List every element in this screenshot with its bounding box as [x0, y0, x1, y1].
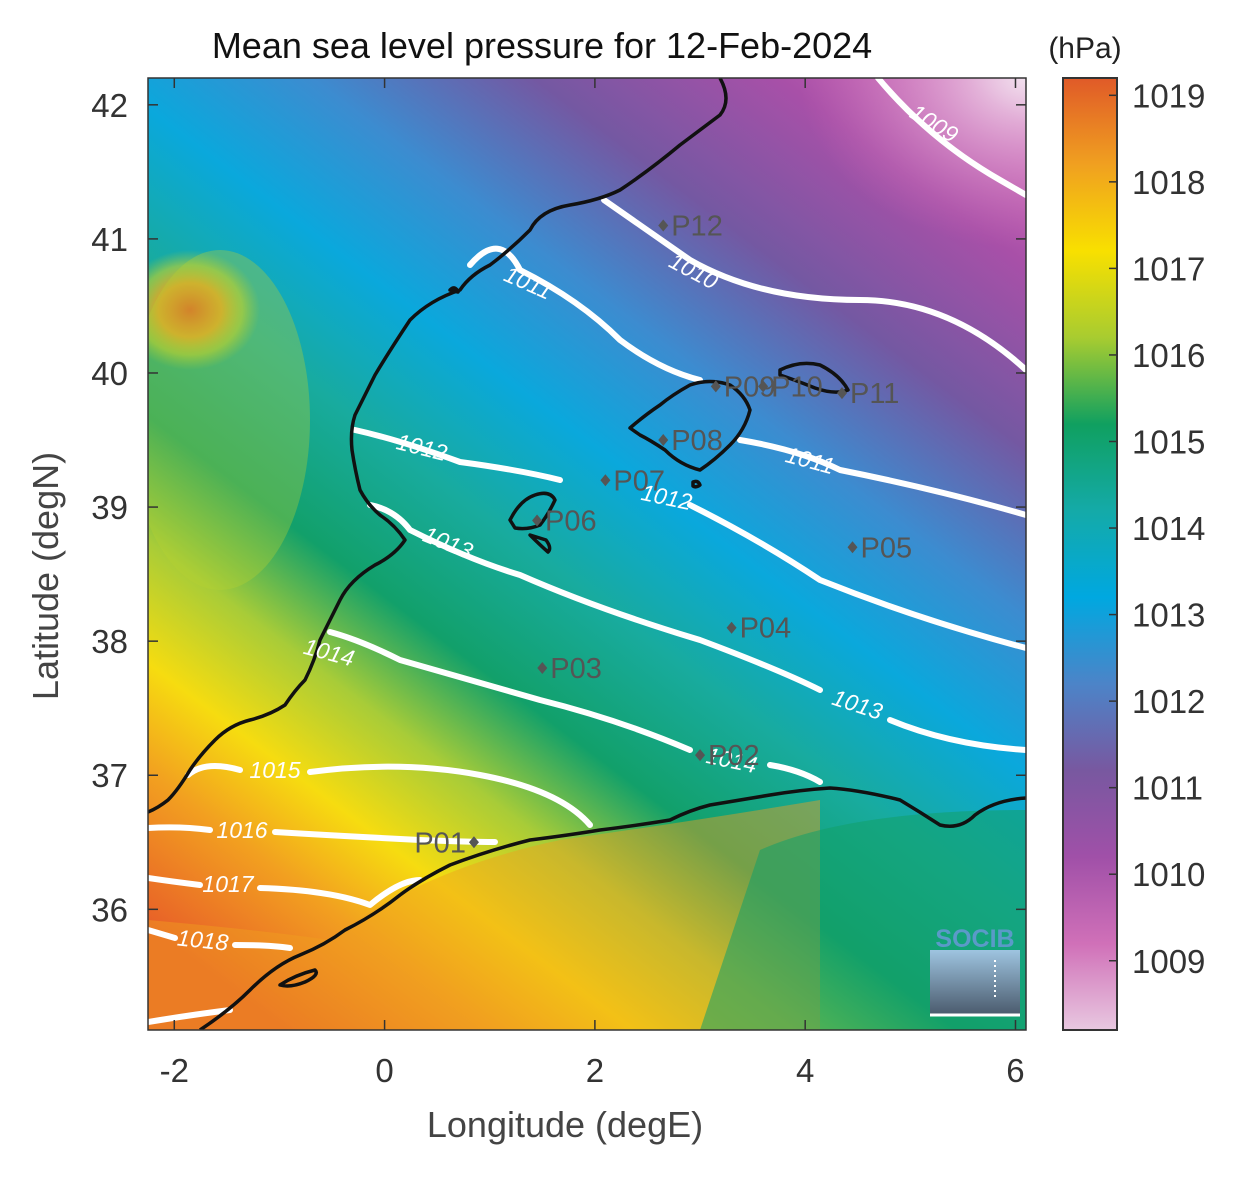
alboran-island-outline — [278, 968, 318, 988]
station-marker — [758, 380, 769, 393]
isobar-1011-south — [737, 437, 1026, 518]
y-tick-label: 40 — [91, 355, 128, 392]
colorbar-ticks: 1019 1018 1017 1016 1015 1014 1013 1012 1011 1010… — [1109, 77, 1205, 980]
africa-coastline — [199, 786, 1026, 1030]
y-axis-label: Latitude (degN) — [25, 452, 66, 700]
plot-frame — [147, 77, 1027, 1031]
station-label: P09 — [724, 371, 776, 403]
mallorca-outline — [628, 379, 752, 472]
isobars — [148, 78, 1026, 1025]
y-tick-label: 36 — [91, 891, 128, 928]
isobar-1012-north — [352, 427, 563, 483]
station-marker — [600, 474, 611, 487]
station-label: P02 — [708, 740, 760, 772]
map-title: Mean sea level pressure for 12-Feb-2024 — [212, 25, 872, 66]
colorbar-tick-label: 1015 — [1132, 423, 1205, 460]
colorbar-unit: (hPa) — [1048, 32, 1121, 65]
colorbar-tick-label: 1011 — [1132, 770, 1203, 807]
isobar-1018 — [148, 927, 293, 1025]
formentera-outline — [528, 533, 552, 554]
station-label: P07 — [613, 465, 665, 497]
isobar-label: 1018 — [176, 924, 230, 955]
isobar-1012-south — [687, 502, 1026, 651]
colorbar-tick-label: 1017 — [1132, 250, 1205, 287]
isobar-1010 — [601, 197, 1026, 373]
y-tick-label: 42 — [91, 87, 128, 124]
isobar-1017 — [148, 875, 423, 908]
station-marker — [468, 836, 479, 849]
columbretes-outline — [448, 286, 460, 294]
station-marker — [726, 621, 737, 634]
station-marker — [658, 434, 669, 447]
colorbar-tick-label: 1013 — [1132, 597, 1205, 634]
colorbar-tick-label: 1014 — [1132, 510, 1205, 547]
x-tick-label: 0 — [375, 1052, 393, 1089]
station-marker — [710, 380, 721, 393]
station-label: P04 — [740, 613, 792, 645]
station-label: P12 — [671, 210, 723, 242]
x-tick-label: 4 — [796, 1052, 814, 1089]
colorbar-tick-label: 1010 — [1132, 856, 1205, 893]
isobar-label: 1015 — [249, 757, 300, 783]
colorbar-tick-label: 1016 — [1132, 337, 1205, 374]
y-tick-label: 41 — [91, 221, 128, 258]
colorbar-tick-label: 1012 — [1132, 683, 1205, 720]
y-tick-label: 39 — [91, 489, 128, 526]
station-marker — [836, 387, 847, 400]
station-label: P05 — [861, 532, 913, 564]
station-label: P06 — [545, 505, 597, 537]
socib-logo-text: SOCIB — [935, 925, 1014, 953]
station-label: P01 — [414, 827, 466, 859]
isobar-1014-north — [327, 629, 693, 753]
isobar-1013-south — [887, 717, 1026, 753]
isobar-label: 1017 — [202, 871, 254, 897]
isobar-1015 — [185, 763, 593, 828]
x-tick-label: -2 — [160, 1052, 189, 1089]
x-tick-label: 6 — [1006, 1052, 1024, 1089]
colorbar-tick-label: 1019 — [1132, 77, 1205, 114]
colorbar: (hPa) 1019101810171016101510141013101210… — [1048, 32, 1205, 1031]
map-plot-area: 1009 1010 1011 1011 1012 1012 1013 1013 … — [148, 78, 1026, 1030]
station-label: P03 — [550, 653, 602, 685]
station-marker — [847, 541, 858, 554]
x-axis-ticks: -2 0 2 4 6 — [160, 78, 1025, 1089]
isobar-1011-north — [467, 245, 703, 383]
y-tick-label: 37 — [91, 757, 128, 794]
isobar-1013-north — [367, 502, 823, 693]
cabrera-outline — [691, 479, 702, 489]
menorca-outline — [778, 361, 850, 394]
coastlines — [148, 78, 1026, 1030]
station-label: P08 — [671, 425, 723, 457]
northeast-low-corner — [800, 78, 1026, 248]
socib-logo: SOCIB — [930, 925, 1020, 1017]
station-marker — [537, 661, 548, 674]
ibiza-outline — [508, 491, 557, 531]
iberia-high-pressure-area — [148, 250, 260, 370]
x-tick-label: 2 — [586, 1052, 604, 1089]
colorbar-tick-label: 1018 — [1132, 164, 1205, 201]
x-axis-label: Longitude (degE) — [427, 1104, 703, 1145]
y-tick-label: 38 — [91, 623, 128, 660]
isobar-label: 1016 — [216, 817, 267, 843]
y-axis-ticks: 42 41 40 39 38 37 36 — [91, 87, 1026, 928]
station-label: P10 — [771, 371, 823, 403]
iberia-coastline — [148, 78, 728, 814]
isobar-1009 — [875, 78, 1026, 198]
colorbar-scale — [1062, 77, 1118, 1031]
station-marker — [658, 219, 669, 232]
iberia-warm-band — [148, 250, 310, 590]
isobar-1014-south — [767, 762, 823, 785]
station-label: P11 — [850, 378, 899, 410]
station-marker — [532, 514, 543, 527]
colorbar-tick-label: 1009 — [1132, 943, 1205, 980]
station-marker — [695, 749, 706, 762]
